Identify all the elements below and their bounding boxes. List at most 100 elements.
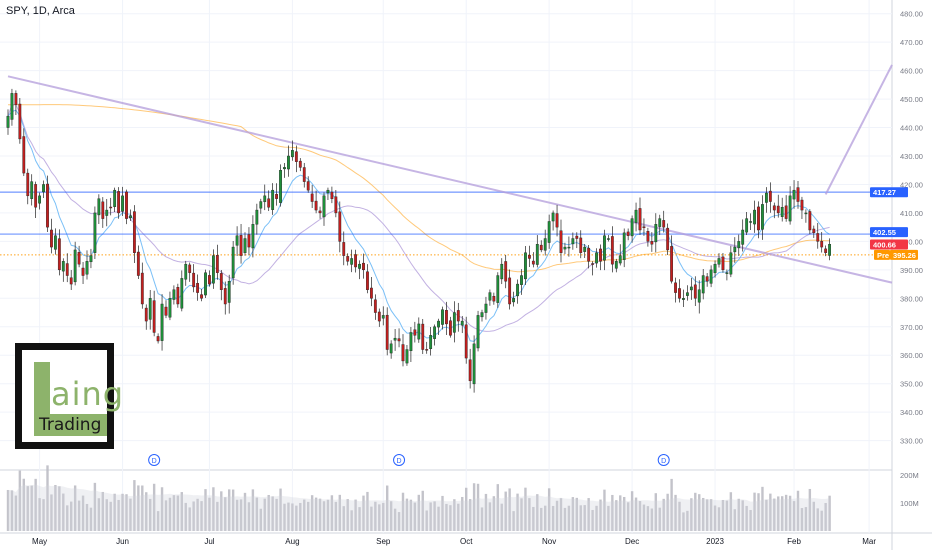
volume-bar — [117, 499, 120, 531]
candle-body — [689, 286, 693, 291]
volume-bar — [777, 496, 780, 531]
candle-body — [318, 210, 322, 214]
volume-bar — [615, 500, 618, 531]
volume-bar — [330, 495, 334, 531]
candle-body — [757, 206, 760, 231]
symbol-title: SPY, 1D, Arca — [6, 5, 75, 17]
volume-bar — [638, 501, 642, 531]
candle-body — [768, 190, 772, 202]
volume-bar — [425, 510, 428, 531]
candle-body — [575, 235, 579, 239]
candle-body — [42, 184, 45, 193]
candle-body — [326, 189, 330, 194]
volume-bar — [516, 493, 519, 531]
volume-bar — [413, 502, 417, 531]
volume-bar — [769, 493, 772, 531]
volume-bar — [445, 503, 448, 531]
volume-bar — [784, 494, 788, 531]
volume-bar — [137, 485, 140, 531]
price-tick-label: 410.00 — [900, 209, 923, 218]
price-tag-resistance-bg — [870, 187, 908, 198]
candle-body — [188, 264, 192, 273]
candle-body — [820, 241, 824, 248]
volume-bar — [449, 505, 452, 531]
volume-bar — [642, 504, 646, 531]
volume-bar — [674, 494, 677, 531]
candle-body — [211, 255, 215, 284]
volume-bar — [283, 503, 286, 531]
volume-bar — [761, 486, 764, 531]
price-tick-label: 460.00 — [900, 67, 923, 76]
volume-bar — [804, 507, 808, 531]
candle-body — [362, 262, 365, 271]
candle-body — [156, 336, 160, 342]
candle-body — [243, 238, 247, 254]
volume-bar — [567, 505, 571, 531]
candle-body — [377, 311, 381, 322]
candle-body — [219, 273, 223, 290]
candle-body — [516, 283, 519, 297]
candle-body — [796, 187, 800, 202]
volume-bar — [267, 494, 270, 531]
candle-body — [425, 349, 429, 351]
moving-average-long — [8, 104, 830, 273]
candle-body — [117, 191, 121, 214]
volume-bar — [658, 507, 661, 531]
volume-bar — [263, 498, 266, 531]
volume-bar — [630, 491, 634, 531]
candle-body — [535, 244, 539, 265]
volume-bar — [168, 497, 172, 531]
candle-body — [342, 242, 346, 256]
candle-body — [792, 189, 796, 200]
volume-bar — [619, 495, 622, 531]
candle-body — [622, 232, 626, 260]
candle-body — [287, 155, 290, 170]
candle-body — [393, 337, 397, 341]
candle-body — [208, 275, 211, 285]
candle-body — [302, 167, 306, 182]
time-tick-label: Mar — [862, 537, 876, 546]
candle-body — [184, 263, 188, 280]
candle-body — [729, 252, 733, 275]
candle-body — [468, 359, 472, 382]
candle-body — [50, 229, 53, 248]
candle-body — [520, 275, 523, 285]
volume-bar — [397, 512, 401, 531]
volume-bar — [417, 494, 420, 531]
candle-body — [105, 209, 109, 216]
candle-body — [34, 184, 38, 208]
dividend-marker[interactable] — [393, 454, 406, 466]
candle-body — [630, 218, 634, 237]
volume-bar — [496, 484, 499, 531]
candle-body — [6, 115, 10, 128]
volume-bar — [476, 483, 480, 531]
candle-body — [472, 343, 476, 385]
volume-bar — [180, 492, 183, 531]
candle-body — [69, 277, 73, 285]
candle-body — [389, 343, 393, 354]
volume-bar — [409, 499, 413, 531]
dividend-marker[interactable] — [148, 454, 161, 466]
candle-body — [279, 170, 282, 203]
volume-bar — [457, 503, 460, 531]
time-tick-label: Feb — [787, 537, 801, 546]
candle-body — [283, 167, 286, 170]
logo-background: aing Trading — [22, 350, 123, 442]
candle-body — [512, 298, 516, 303]
dividend-marker[interactable] — [657, 454, 670, 466]
candle-body — [496, 275, 500, 303]
candle-body — [812, 228, 816, 234]
volume-bar — [334, 501, 338, 531]
candle-body — [366, 271, 369, 290]
volume-bar — [709, 499, 713, 531]
candle-body — [646, 231, 650, 242]
volume-bar — [551, 505, 555, 531]
volume-bar — [42, 499, 45, 531]
volume-bar — [611, 494, 614, 531]
candle-body — [38, 195, 42, 204]
candle-body — [57, 238, 61, 271]
trend-line — [824, 64, 893, 195]
candle-body — [480, 312, 484, 318]
